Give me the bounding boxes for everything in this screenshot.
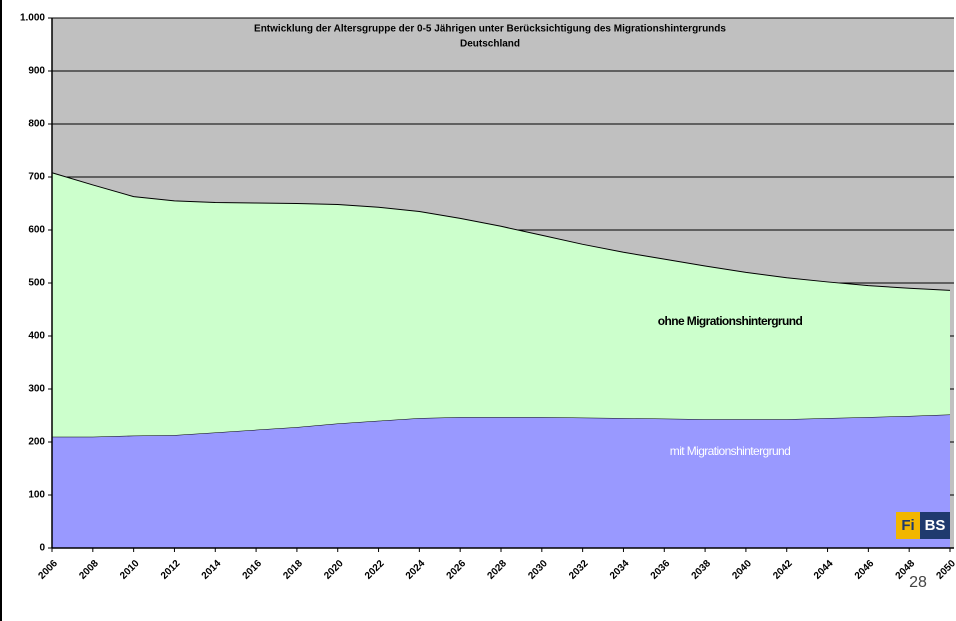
x-tick-label: 2010 [118, 558, 142, 582]
series-label: mit Migrationshintergrund [670, 444, 790, 458]
x-tick-label: 2040 [730, 558, 754, 582]
x-tick-label: 2012 [159, 558, 183, 582]
x-tick-label: 2046 [853, 558, 877, 582]
x-tick-label: 2026 [445, 558, 469, 582]
y-tick-label: 300 [28, 384, 45, 395]
chart-title: Entwicklung der Altersgruppe der 0-5 Jäh… [254, 24, 726, 35]
y-tick-label: 500 [28, 278, 45, 289]
x-tick-label: 2022 [363, 558, 387, 582]
y-tick-label: 100 [28, 490, 45, 501]
y-tick-label: 200 [28, 437, 45, 448]
area-edge [51, 172, 951, 291]
x-tick-label: 2016 [241, 558, 265, 582]
y-tick-label: 800 [28, 119, 45, 130]
x-tick-label: 2050 [934, 558, 956, 582]
logo-left [896, 512, 920, 539]
x-tick-label: 2018 [281, 558, 305, 582]
y-tick-label: 600 [28, 225, 45, 236]
x-tick-label: 2020 [322, 558, 346, 582]
y-tick-label: 900 [28, 66, 45, 77]
chart-subtitle: Deutschland [460, 39, 520, 50]
x-tick-label: 2030 [526, 558, 550, 582]
y-tick-label: 0 [39, 543, 45, 554]
logo-text: Fi [901, 517, 914, 534]
x-tick-label: 2008 [77, 558, 101, 582]
x-tick-label: 2006 [36, 558, 60, 582]
y-tick-label: 700 [28, 172, 45, 183]
x-tick-label: 2044 [812, 558, 836, 582]
series-label: ohne Migrationshintergrund [658, 314, 803, 328]
logo-text: BS [925, 517, 946, 534]
x-tick-label: 2028 [485, 558, 509, 582]
page-number: 28 [909, 574, 927, 591]
y-tick-label: 1.000 [20, 13, 45, 24]
y-tick-label: 400 [28, 331, 45, 342]
x-tick-label: 2042 [771, 558, 795, 582]
x-tick-label: 2024 [404, 558, 428, 582]
x-tick-label: 2036 [649, 558, 673, 582]
area [52, 172, 950, 437]
x-tick-label: 2014 [200, 558, 224, 582]
x-tick-label: 2032 [567, 558, 591, 582]
x-tick-label: 2034 [608, 558, 632, 582]
x-tick-label: 2038 [690, 558, 714, 582]
area [52, 414, 950, 548]
